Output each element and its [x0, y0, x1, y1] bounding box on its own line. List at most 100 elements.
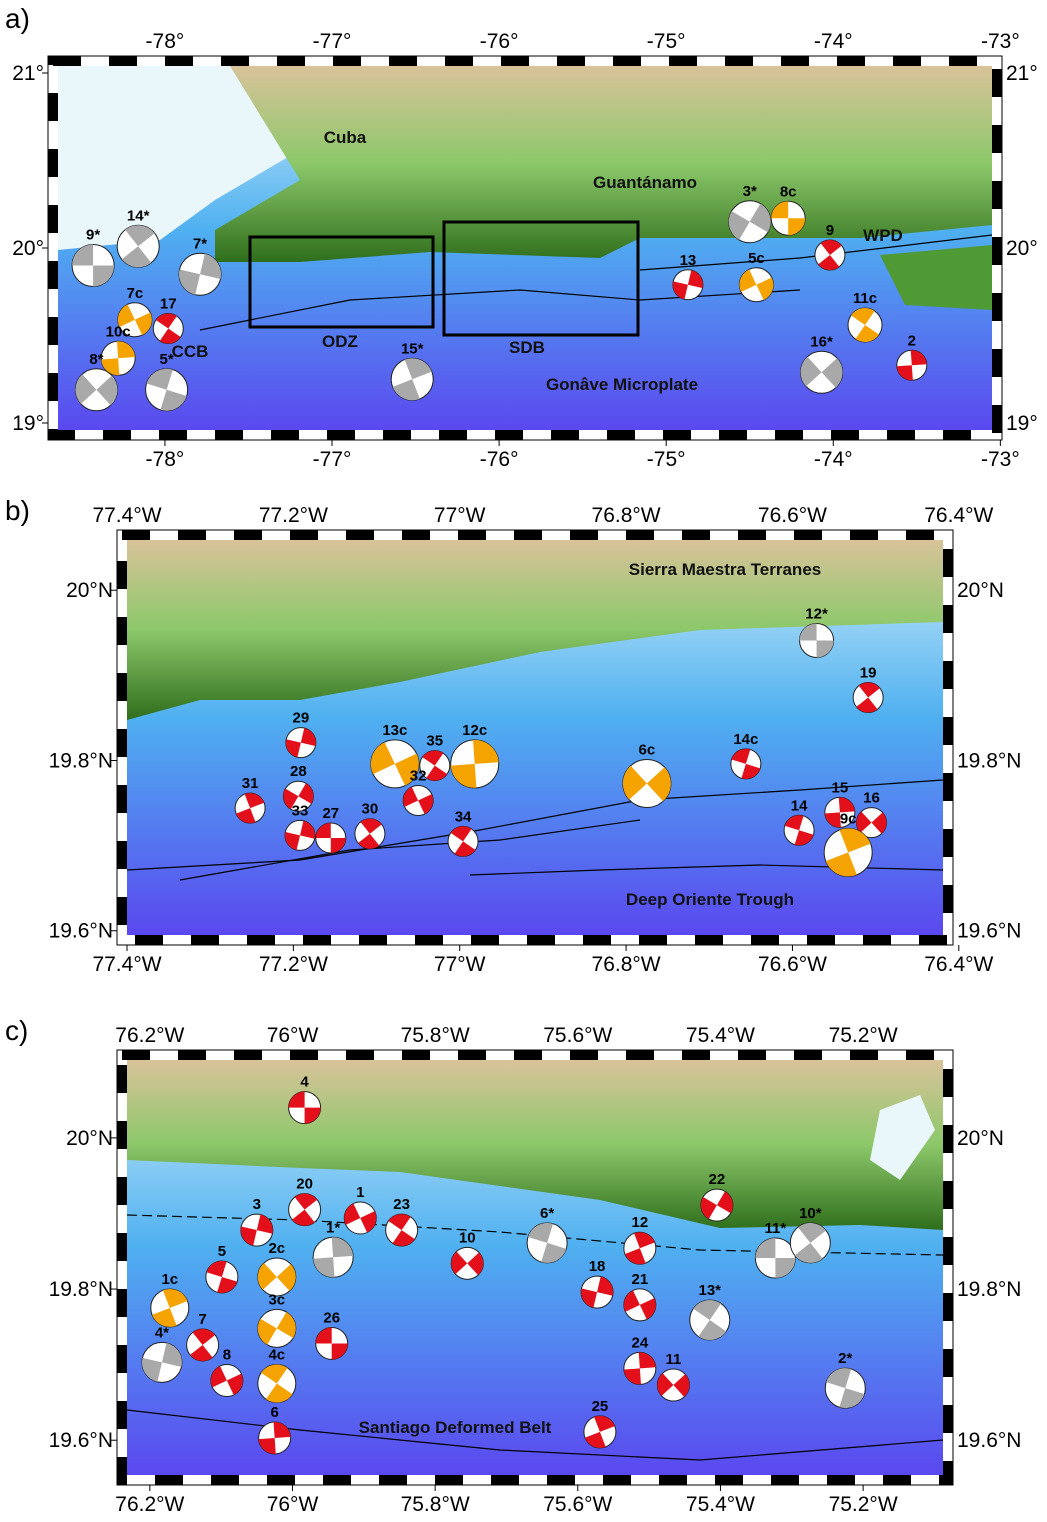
place-label: WPD: [863, 226, 903, 245]
focal-mechanism: [117, 225, 159, 267]
event-label: 3c: [268, 1291, 285, 1308]
event-label: 4*: [155, 1324, 169, 1341]
x-tick-label: -78°: [146, 448, 185, 471]
place-label: ODZ: [322, 332, 358, 351]
event-label: 5c: [748, 250, 765, 267]
event-label: 20: [296, 1176, 313, 1193]
x-tick-label: 76°W: [267, 1024, 319, 1047]
x-tick-label: 75.4°W: [686, 1024, 755, 1047]
event-label: 11c: [853, 290, 877, 307]
place-label: Deep Oriente Trough: [626, 890, 794, 909]
x-tick-label: 77.4°W: [92, 504, 161, 527]
y-tick-label: 19°: [1006, 412, 1038, 435]
event-label: 16*: [810, 333, 833, 350]
focal-mechanism: [581, 1276, 613, 1308]
event-label: 35: [426, 733, 443, 750]
focal-mechanism: [179, 253, 221, 295]
focal-mechanism: [316, 823, 346, 853]
focal-mechanism: [731, 749, 761, 779]
event-label: 25: [592, 1398, 609, 1415]
x-tick-label: 76.4°W: [924, 953, 993, 976]
event-label: 1c: [161, 1271, 178, 1288]
x-tick-label: 75.8°W: [401, 1493, 470, 1516]
focal-mechanism: [690, 1300, 730, 1340]
y-tick-label: 19.8°N: [49, 749, 113, 772]
event-label: 29: [293, 710, 310, 727]
event-label: 27: [322, 805, 339, 822]
focal-mechanism: [800, 623, 834, 657]
event-label: 4: [300, 1074, 309, 1091]
event-label: 9: [826, 222, 834, 239]
focal-mechanism: [101, 341, 135, 375]
place-label: Guantánamo: [593, 173, 697, 192]
event-label: 6: [270, 1404, 278, 1421]
map-background: [127, 540, 943, 935]
event-label: 15: [832, 779, 849, 796]
focal-mechanism: [146, 369, 188, 411]
y-tick-label: 20°: [12, 237, 44, 260]
focal-mechanism: [673, 270, 703, 300]
x-tick-label: 76.8°W: [592, 953, 661, 976]
panel-label: c): [5, 1015, 28, 1046]
x-tick-label: 75.2°W: [829, 1493, 898, 1516]
focal-mechanism: [451, 740, 499, 788]
event-label: 5: [218, 1243, 226, 1260]
focal-mechanism: [313, 1237, 353, 1277]
event-label: 21: [632, 1271, 649, 1288]
focal-mechanism: [142, 1342, 182, 1382]
panel-label: b): [5, 495, 30, 526]
event-label: 6*: [540, 1205, 554, 1222]
focal-mechanism: [344, 1202, 376, 1234]
x-tick-label: 77°W: [434, 953, 486, 976]
focal-mechanism: [448, 826, 478, 856]
focal-mechanism: [451, 1247, 483, 1279]
y-tick-label: 21°: [12, 62, 44, 85]
place-label: CCB: [172, 342, 209, 361]
focal-mechanism: [824, 828, 872, 876]
x-tick-label: 77.2°W: [259, 953, 328, 976]
focal-mechanism: [289, 1092, 321, 1124]
x-tick-label: -77°: [313, 30, 352, 53]
focal-mechanism: [151, 1289, 189, 1327]
focal-mechanism: [801, 351, 843, 393]
focal-mechanism: [729, 201, 771, 243]
focal-mechanism: [784, 815, 814, 845]
event-label: 33: [292, 802, 309, 819]
focal-mechanism: [75, 369, 117, 411]
x-tick-label: -77°: [313, 448, 352, 471]
y-tick-label: 19.8°N: [49, 1278, 113, 1301]
event-label: 10*: [799, 1205, 822, 1222]
event-label: 17: [160, 296, 177, 313]
event-label: 4c: [268, 1347, 285, 1364]
x-tick-label: 77°W: [434, 504, 486, 527]
event-label: 3: [253, 1196, 261, 1213]
focal-mechanism: [386, 1214, 418, 1246]
event-label: 8: [223, 1347, 231, 1364]
x-tick-label: -75°: [647, 30, 686, 53]
x-tick-label: 75.8°W: [401, 1024, 470, 1047]
y-tick-label: 19.6°N: [957, 920, 1021, 943]
x-tick-label: -74°: [814, 30, 853, 53]
y-tick-label: 19.6°N: [957, 1429, 1021, 1452]
focal-mechanism: [403, 785, 433, 815]
event-label: 14c: [733, 731, 758, 748]
x-tick-label: -73°: [981, 448, 1020, 471]
focal-mechanism: [624, 1289, 656, 1321]
event-label: 7c: [127, 285, 144, 302]
event-label: 11: [665, 1351, 681, 1368]
event-label: 1*: [326, 1219, 340, 1236]
x-tick-label: 75.6°W: [543, 1493, 612, 1516]
x-tick-label: 75.4°W: [686, 1493, 755, 1516]
x-tick-label: 75.6°W: [543, 1024, 612, 1047]
y-tick-label: 20°N: [66, 1127, 113, 1150]
event-label: 9c: [840, 810, 857, 827]
focal-mechanism: [853, 682, 883, 712]
focal-mechanism: [527, 1223, 567, 1263]
focal-mechanism: [258, 1309, 296, 1347]
event-label: 1: [356, 1184, 364, 1201]
event-label: 7*: [193, 235, 207, 252]
focal-mechanism: [624, 1232, 656, 1264]
x-tick-label: -78°: [146, 30, 185, 53]
event-label: 23: [393, 1196, 410, 1213]
x-tick-label: 77.2°W: [259, 504, 328, 527]
